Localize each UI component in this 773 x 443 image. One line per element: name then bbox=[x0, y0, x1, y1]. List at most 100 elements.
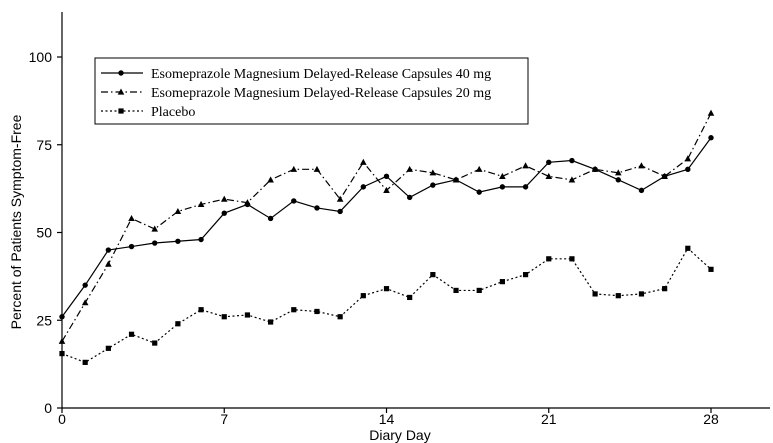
data-point bbox=[546, 256, 552, 262]
data-point bbox=[360, 293, 366, 299]
data-point bbox=[453, 287, 459, 294]
data-point bbox=[662, 286, 668, 292]
data-point bbox=[336, 195, 344, 202]
data-point bbox=[267, 176, 274, 183]
data-point bbox=[522, 162, 529, 169]
y-tick-label: 25 bbox=[36, 312, 52, 328]
data-point bbox=[198, 307, 204, 313]
data-point bbox=[267, 215, 274, 222]
legend-entry: Esomeprazole Magnesium Delayed-Release C… bbox=[101, 67, 491, 82]
data-point bbox=[476, 189, 482, 195]
data-point bbox=[244, 312, 251, 318]
data-point bbox=[614, 169, 622, 176]
data-point bbox=[58, 337, 66, 344]
legend-box bbox=[94, 57, 529, 125]
data-point bbox=[476, 287, 482, 294]
data-point bbox=[591, 165, 599, 172]
data-point bbox=[151, 225, 159, 232]
data-point bbox=[638, 162, 645, 169]
data-point bbox=[499, 184, 506, 190]
legend-label: Esomeprazole Magnesium Delayed-Release C… bbox=[151, 86, 491, 101]
data-point bbox=[174, 207, 182, 215]
data-point bbox=[406, 194, 413, 201]
y-tick-label: 50 bbox=[36, 225, 52, 241]
data-point bbox=[244, 199, 251, 206]
data-point bbox=[407, 294, 413, 301]
data-point bbox=[152, 240, 158, 246]
data-point bbox=[220, 195, 228, 202]
y-tick-label: 75 bbox=[36, 137, 52, 153]
data-point bbox=[638, 291, 645, 297]
data-point bbox=[290, 165, 298, 172]
series-2 bbox=[58, 109, 715, 344]
data-point bbox=[475, 165, 483, 172]
data-point bbox=[337, 314, 343, 320]
data-point bbox=[429, 169, 437, 176]
x-axis-title: Diary Day bbox=[369, 427, 430, 443]
data-point bbox=[383, 186, 390, 193]
y-tick-label: 100 bbox=[29, 49, 53, 65]
legend-marker bbox=[117, 88, 125, 95]
data-point bbox=[128, 243, 135, 250]
data-point bbox=[452, 176, 460, 183]
legend-label: Esomeprazole Magnesium Delayed-Release C… bbox=[151, 67, 491, 82]
data-point bbox=[105, 247, 112, 253]
data-point bbox=[291, 198, 297, 204]
series-3 bbox=[59, 245, 714, 365]
data-point bbox=[406, 165, 413, 172]
data-point bbox=[175, 321, 181, 327]
data-point bbox=[291, 307, 297, 313]
data-point bbox=[522, 184, 529, 190]
legend-marker bbox=[118, 70, 124, 76]
data-point bbox=[152, 340, 158, 346]
data-point bbox=[708, 266, 714, 272]
x-tick-label: 28 bbox=[703, 411, 719, 427]
data-point bbox=[430, 272, 436, 278]
series-line bbox=[61, 247, 712, 364]
data-point bbox=[708, 135, 714, 141]
data-point bbox=[105, 260, 112, 267]
x-tick-label: 14 bbox=[379, 411, 395, 427]
data-point bbox=[105, 345, 111, 351]
chart-series bbox=[58, 109, 715, 365]
data-point bbox=[615, 293, 621, 299]
data-point bbox=[128, 331, 135, 337]
data-point bbox=[499, 279, 505, 285]
data-point bbox=[175, 238, 181, 244]
legend-entry: Placebo bbox=[101, 105, 195, 120]
data-point bbox=[568, 176, 576, 183]
series-line bbox=[61, 112, 712, 342]
y-tick-label: 0 bbox=[44, 400, 52, 416]
x-tick-label: 7 bbox=[220, 411, 228, 427]
data-point bbox=[684, 155, 692, 162]
data-point bbox=[313, 165, 321, 172]
data-point bbox=[430, 182, 436, 188]
y-axis-title: Percent of Patients Symptom-Free bbox=[8, 114, 24, 329]
data-point bbox=[661, 172, 668, 179]
data-point bbox=[638, 187, 645, 194]
data-point bbox=[221, 314, 227, 320]
x-tick-label: 0 bbox=[58, 411, 66, 427]
data-point bbox=[314, 205, 320, 211]
data-point bbox=[360, 184, 367, 190]
data-point bbox=[268, 319, 274, 325]
data-point bbox=[685, 166, 691, 173]
data-point bbox=[221, 210, 227, 216]
legend-label: Placebo bbox=[151, 105, 195, 120]
data-point bbox=[545, 172, 553, 179]
data-point bbox=[615, 177, 621, 183]
data-point bbox=[360, 158, 367, 165]
data-point bbox=[383, 173, 390, 180]
legend-entry: Esomeprazole Magnesium Delayed-Release C… bbox=[101, 86, 491, 101]
chart-legend: Esomeprazole Magnesium Delayed-Release C… bbox=[94, 57, 529, 125]
data-point bbox=[337, 208, 343, 215]
data-point bbox=[314, 308, 320, 315]
data-point bbox=[685, 245, 691, 251]
data-point bbox=[82, 282, 88, 288]
legend-marker bbox=[118, 108, 124, 114]
data-point bbox=[546, 159, 552, 165]
chart-axes: 0 25 50 75 100 0 7 14 21 28 Diary Day Percent of Pa… bbox=[8, 12, 770, 443]
data-point bbox=[499, 172, 506, 179]
data-point bbox=[569, 256, 575, 262]
